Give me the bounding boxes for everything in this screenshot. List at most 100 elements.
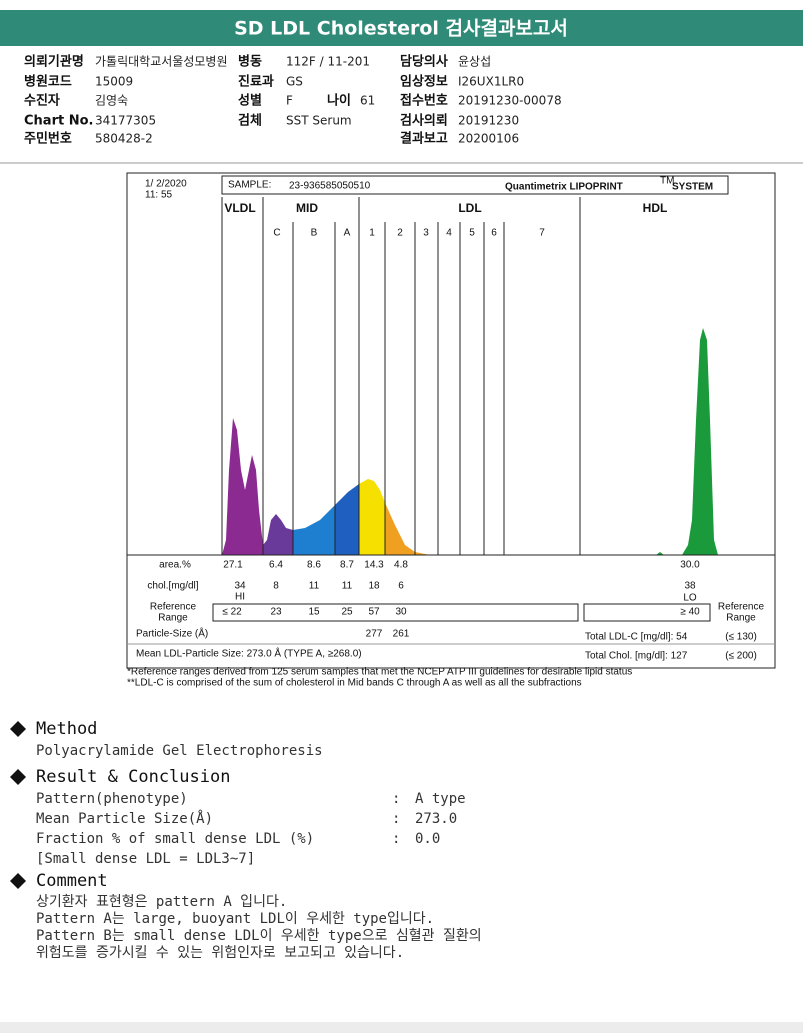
particle-size: 261 bbox=[393, 629, 410, 640]
region bbox=[580, 328, 718, 555]
info-label: 검사의뢰 bbox=[400, 113, 448, 129]
info-label: 담당의사 bbox=[400, 54, 448, 70]
row-label: area.% bbox=[159, 560, 191, 571]
footnote: **LDL-C is comprised of the sum of chole… bbox=[127, 678, 582, 689]
info-label: 나이 bbox=[327, 93, 351, 109]
info-label: 임상정보 bbox=[400, 74, 448, 90]
info-label: 주민번호 bbox=[24, 131, 72, 147]
section-title: Result & Conclusion bbox=[36, 767, 230, 787]
chol-value: 6 bbox=[398, 581, 404, 592]
reference-value: ≥ 40 bbox=[680, 607, 700, 618]
reference-label: Reference bbox=[718, 602, 765, 613]
info-value: 34177305 bbox=[95, 114, 156, 128]
bullet-diamond bbox=[10, 769, 26, 785]
reference-value: 57 bbox=[368, 607, 380, 618]
reference-value: 30 bbox=[395, 607, 407, 618]
total-chol: Total Chol. [mg/dl]: 127 bbox=[585, 651, 688, 662]
result-note: [Small dense LDL = LDL3~7] bbox=[36, 851, 255, 867]
chol-value: 38 bbox=[684, 581, 696, 592]
electrophoresis-figure: 1/ 2/2020 11: 55 SAMPLE: 23-936585050510… bbox=[126, 172, 776, 689]
subband-label: B bbox=[311, 228, 318, 239]
chol-value: 18 bbox=[368, 581, 380, 592]
flag-lo: LO bbox=[683, 593, 697, 604]
reference-value: 15 bbox=[308, 607, 320, 618]
area-value: 30.0 bbox=[680, 560, 700, 571]
result-label: Pattern(phenotype) bbox=[36, 791, 188, 807]
subband-label: C bbox=[273, 228, 280, 239]
brand: Quantimetrix LIPOPRINT bbox=[505, 182, 623, 193]
method-text: Polyacrylamide Gel Electrophoresis bbox=[36, 743, 323, 759]
region bbox=[263, 328, 293, 555]
reference-value: ≤ 22 bbox=[222, 607, 242, 618]
time: 11: 55 bbox=[145, 190, 172, 201]
info-label: 결과보고 bbox=[400, 131, 448, 147]
footnote: *Reference ranges derived from 125 serum… bbox=[127, 667, 632, 678]
reference-label: Reference bbox=[150, 602, 197, 613]
range-box bbox=[212, 603, 579, 622]
range-box bbox=[583, 603, 711, 622]
info-value: 112F / 11-201 bbox=[286, 55, 370, 69]
band-label: LDL bbox=[458, 201, 481, 215]
subband-label: 4 bbox=[446, 228, 452, 239]
info-value: 가톨릭대학교서울성모병원 bbox=[95, 55, 227, 69]
comment-line: Pattern A는 large, buoyant LDL이 우세한 type입… bbox=[36, 911, 434, 927]
report-title: SD LDL Cholesterol 검사결과보고서 bbox=[234, 18, 568, 40]
info-value: 15009 bbox=[95, 75, 133, 89]
section-title: Method bbox=[36, 719, 97, 739]
total-ldl: Total LDL-C [mg/dl]: 54 bbox=[585, 632, 688, 643]
info-value: GS bbox=[286, 75, 303, 89]
subband-label: 5 bbox=[469, 228, 475, 239]
title-bar bbox=[0, 10, 803, 46]
region bbox=[385, 328, 580, 555]
info-label: 성별 bbox=[238, 93, 262, 109]
row-label: chol.[mg/dl] bbox=[147, 581, 198, 592]
reference-value: 23 bbox=[270, 607, 282, 618]
info-value: 20200106 bbox=[458, 132, 519, 146]
sample-label: SAMPLE: bbox=[228, 180, 271, 191]
sample-id: 23-936585050510 bbox=[289, 181, 371, 192]
subband-label: 6 bbox=[491, 228, 497, 239]
comment-line: 상기환자 표현형은 pattern A 입니다. bbox=[36, 894, 287, 910]
bullet-diamond bbox=[10, 721, 26, 737]
info-label: 진료과 bbox=[238, 74, 274, 90]
info-label: 의뢰기관명 bbox=[24, 54, 84, 70]
chol-value: 8 bbox=[273, 581, 279, 592]
date: 1/ 2/2020 bbox=[145, 179, 187, 190]
info-label: 병동 bbox=[238, 54, 262, 70]
info-value: 20191230-00078 bbox=[458, 94, 562, 108]
region bbox=[293, 328, 335, 555]
chol-value: 34 bbox=[234, 581, 246, 592]
info-label: 수진자 bbox=[24, 93, 60, 109]
total-chol-range: (≤ 200) bbox=[725, 651, 757, 662]
band-label: VLDL bbox=[224, 201, 255, 215]
figure-frame bbox=[126, 172, 776, 669]
chol-value: 11 bbox=[309, 581, 320, 592]
mean-ldl: Mean LDL-Particle Size: 273.0 Å (TYPE A,… bbox=[136, 647, 362, 660]
comment-line: Pattern B는 small dense LDL이 우세한 type으로 심… bbox=[36, 928, 482, 944]
info-value: 20191230 bbox=[458, 114, 519, 128]
subband-label: A bbox=[344, 228, 351, 239]
row-label: Particle-Size (Å) bbox=[136, 627, 208, 640]
band-lines bbox=[221, 197, 581, 555]
reference-label: Range bbox=[726, 613, 756, 624]
reference-value: 25 bbox=[341, 607, 353, 618]
chol-value: 11 bbox=[342, 581, 353, 592]
info-value: I26UX1LR0 bbox=[458, 75, 524, 89]
sample-box bbox=[221, 175, 729, 195]
brand-suffix: SYSTEM bbox=[672, 182, 713, 193]
result-label: Mean Particle Size(Å) bbox=[36, 810, 213, 827]
region bbox=[222, 328, 263, 555]
info-value: 윤상섭 bbox=[458, 55, 491, 69]
brand-tm: TM bbox=[660, 176, 674, 187]
result-value: 0.0 bbox=[415, 831, 440, 847]
section-title: Comment bbox=[36, 871, 108, 891]
reference-label: Range bbox=[158, 613, 188, 624]
band-label: MID bbox=[296, 201, 318, 215]
result-label: Fraction % of small dense LDL (%) bbox=[36, 831, 314, 847]
info-label: 접수번호 bbox=[400, 93, 448, 109]
info-label: Chart No. bbox=[24, 114, 93, 129]
info-label: 병원코드 bbox=[24, 74, 72, 90]
subband-label: 3 bbox=[423, 228, 429, 239]
